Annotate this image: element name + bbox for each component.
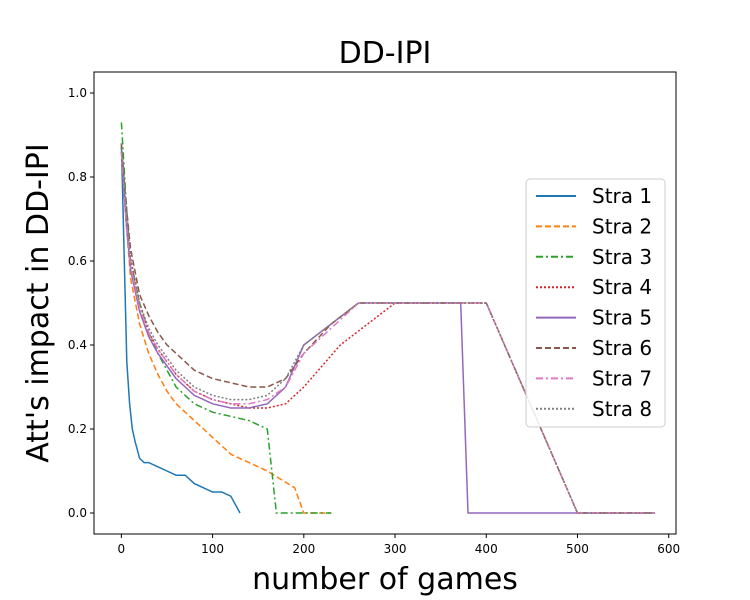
- series-line-8: [120, 143, 655, 514]
- legend-box: [525, 178, 666, 428]
- y-tick-label: 0.4: [68, 338, 87, 352]
- x-axis: 0 100 200 300 400 500 600: [118, 534, 680, 556]
- y-tick-label: 0.8: [68, 170, 87, 184]
- x-tick-label: 200: [292, 542, 315, 556]
- y-tick-label: 1.0: [68, 86, 87, 100]
- x-tick-label: 400: [475, 542, 498, 556]
- series-layer: [120, 122, 655, 514]
- y-tick-label: 0.6: [68, 254, 87, 268]
- legend-label-1: Stra 1: [592, 184, 652, 208]
- x-axis-label: number of games: [252, 562, 518, 597]
- series-line-2: [120, 143, 332, 514]
- x-tick-label: 300: [384, 542, 407, 556]
- x-tick-label: 0: [118, 542, 126, 556]
- legend-label-4: Stra 4: [592, 275, 652, 299]
- y-tick-label: 0.0: [68, 506, 87, 520]
- x-tick-label: 100: [201, 542, 224, 556]
- legend-label-7: Stra 7: [592, 366, 652, 390]
- y-axis-label: Att's impact in DD-IPI: [21, 143, 56, 462]
- plot-frame: [93, 71, 677, 535]
- y-axis: 0.0 0.2 0.4 0.6 0.8 1.0: [68, 86, 94, 520]
- series-line-7: [120, 151, 655, 514]
- chart-title: DD-IPI: [339, 36, 432, 71]
- x-tick-label: 600: [657, 542, 680, 556]
- legend-label-3: Stra 3: [592, 245, 652, 269]
- legend-label-5: Stra 5: [592, 306, 652, 330]
- series-line-1: [120, 143, 241, 514]
- y-tick-label: 0.2: [68, 422, 87, 436]
- legend: Stra 1 Stra 2 Stra 3 Stra 4 Stra 5 Stra 6 Stra…: [525, 178, 666, 428]
- x-tick-label: 500: [566, 542, 589, 556]
- series-line-3: [120, 122, 332, 514]
- legend-label-2: Stra 2: [592, 214, 652, 238]
- legend-label-8: Stra 8: [592, 397, 652, 421]
- legend-label-6: Stra 6: [592, 336, 652, 360]
